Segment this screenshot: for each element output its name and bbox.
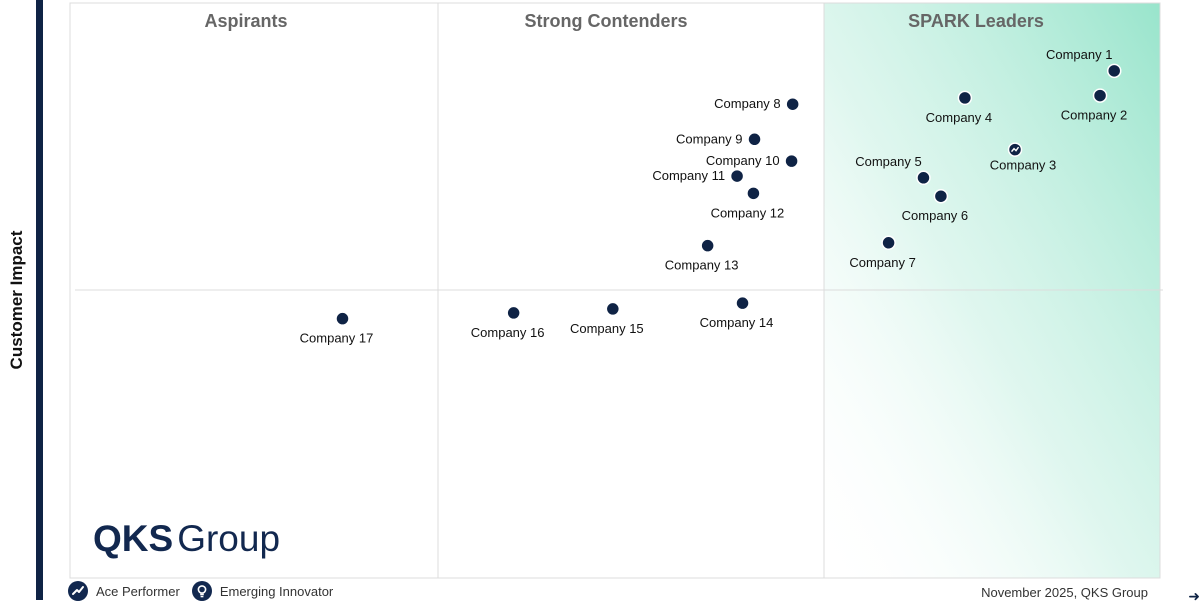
footer-date-source: November 2025, QKS Group: [981, 585, 1148, 600]
legend-label: Emerging Innovator: [219, 583, 334, 599]
point-marker: [1092, 88, 1108, 103]
ace-performer-icon: [1010, 146, 1020, 153]
point-label: Company 6: [902, 208, 968, 223]
point-marker: [729, 168, 745, 184]
data-points: Company 1 Company 2 Company 3 Company 4 Comp…: [300, 47, 1128, 346]
data-point: Company 10: [706, 153, 799, 169]
trend-up-icon: [68, 581, 88, 601]
point-label: Company 5: [855, 154, 921, 169]
point-marker: [1106, 63, 1122, 79]
point-marker: [605, 301, 621, 317]
data-point: Company 12: [711, 186, 785, 220]
quadrant-title-contenders: Strong Contenders: [524, 11, 687, 31]
point-label: Company 3: [990, 158, 1056, 173]
quadrant-title-aspirants: Aspirants: [204, 11, 287, 31]
data-point: Company 7: [849, 235, 916, 270]
data-point: Company 13: [665, 238, 739, 273]
data-point: Company 5: [855, 154, 931, 186]
point-marker: [785, 96, 800, 112]
data-point: Company 15: [570, 301, 644, 336]
point-label: Company 2: [1061, 108, 1127, 123]
point-label: Company 9: [676, 131, 742, 146]
point-label: Company 15: [570, 321, 644, 336]
legend-ace-performer: Ace Performer: [68, 581, 180, 601]
arrow-icon: ➜: [1188, 588, 1200, 604]
point-marker: [916, 170, 931, 186]
data-point: Company 16: [471, 305, 545, 340]
qks-group-logo: QKS Group: [93, 518, 281, 559]
point-label: Company 8: [714, 96, 780, 111]
data-point: Company 11: [652, 168, 745, 184]
point-label: Company 12: [711, 205, 785, 220]
point-label: Company 11: [652, 168, 725, 183]
quadrant-title-leaders: SPARK Leaders: [908, 11, 1044, 31]
point-marker: [746, 186, 761, 201]
point-label: Company 13: [665, 258, 739, 273]
data-point: Company 3: [990, 142, 1056, 173]
point-marker: [881, 235, 896, 251]
y-axis-bar: [36, 0, 43, 600]
point-marker: [957, 90, 973, 106]
point-label: Company 1: [1046, 47, 1112, 62]
point-label: Company 7: [849, 255, 915, 270]
data-point: Company 6: [902, 188, 968, 223]
point-marker: [784, 153, 799, 169]
data-point: Company 9: [676, 131, 762, 147]
data-point: Company 4: [926, 90, 992, 125]
legend-label: Ace Performer: [96, 583, 180, 599]
data-point: Company 17: [300, 311, 374, 346]
point-marker: [506, 305, 521, 321]
data-point: Company 2: [1061, 88, 1127, 123]
data-point: Company 8: [714, 96, 800, 112]
point-marker: [747, 132, 762, 147]
point-marker: [933, 188, 949, 204]
point-label: Company 4: [926, 110, 992, 125]
data-point: Company 14: [700, 295, 774, 330]
data-point: Company 1: [1046, 47, 1122, 79]
point-marker: [335, 311, 350, 326]
point-label: Company 17: [300, 331, 374, 346]
legend-emerging-innovator: Emerging Innovator: [191, 581, 334, 601]
lightbulb-icon: [191, 581, 212, 601]
point-label: Company 14: [700, 315, 774, 330]
point-marker: [735, 295, 750, 311]
point-label: Company 16: [471, 325, 545, 340]
legend: Ace Performer Emerging Innovator: [68, 580, 345, 602]
point-marker: [700, 238, 715, 253]
point-label: Company 10: [706, 153, 780, 168]
